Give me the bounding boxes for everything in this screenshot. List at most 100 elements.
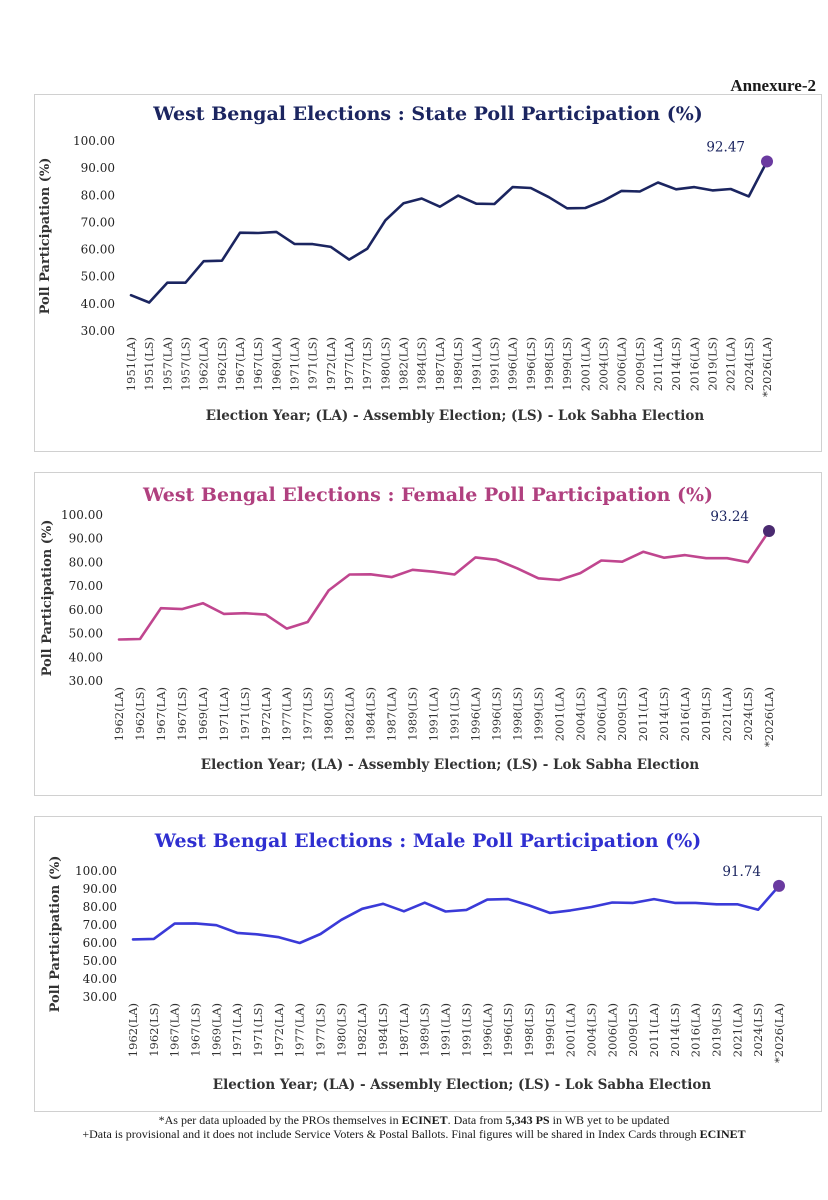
footnote-line-2: +Data is provisional and it does not inc… (82, 1127, 746, 1141)
x-tick-label: 1969(LA) (196, 687, 210, 741)
x-tick-label: 1996(LS) (501, 1003, 515, 1057)
data-point (757, 908, 760, 911)
data-point (130, 294, 133, 297)
x-tick-label: 1987(LA) (397, 1003, 411, 1057)
data-point (579, 572, 582, 575)
data-point (319, 933, 322, 936)
x-tick-label: 1998(LS) (542, 337, 556, 391)
data-point (202, 260, 205, 263)
data-point (642, 550, 645, 553)
data-point (173, 922, 176, 925)
x-tick-label: 1977(LS) (360, 337, 374, 391)
x-tick-label: 2016(LA) (689, 1003, 703, 1057)
data-point (275, 231, 278, 234)
data-point (493, 203, 496, 206)
x-tick-label: *2026(LA) (762, 687, 776, 747)
data-point (420, 197, 423, 200)
x-tick-label: 1969(LA) (209, 1003, 223, 1057)
latest-data-point (773, 879, 785, 892)
data-point (566, 207, 569, 210)
data-point (285, 627, 288, 630)
data-point (602, 199, 605, 202)
footnote: *As per data uploaded by the PROs themse… (0, 1113, 828, 1141)
x-tick-label: 1980(LS) (322, 687, 336, 741)
x-tick-label: 1972(LA) (259, 687, 273, 741)
series-line (117, 529, 771, 641)
data-point (584, 207, 587, 210)
x-tick-label: 1996(LS) (524, 337, 538, 391)
y-tick-label: 70.00 (69, 579, 103, 593)
data-label-latest: 93.24 (710, 509, 749, 525)
data-point (403, 910, 406, 913)
x-tick-label: 1996(LS) (489, 687, 503, 741)
data-point (348, 258, 351, 261)
y-tick-label: 70.00 (83, 918, 117, 932)
y-tick-label: 80.00 (81, 188, 115, 202)
data-point (747, 561, 750, 564)
data-point (384, 219, 387, 222)
x-tick-label: 1998(LS) (510, 687, 524, 741)
x-axis-label: Election Year; (LA) - Assembly Election;… (201, 757, 700, 773)
data-point (548, 196, 551, 199)
data-point (153, 938, 156, 941)
x-tick-label: 2006(LA) (615, 337, 629, 391)
data-point (457, 194, 460, 197)
x-tick-label: 2021(LA) (724, 337, 738, 391)
x-tick-label: 1971(LS) (251, 1003, 265, 1057)
x-tick-label: 1989(LS) (418, 1003, 432, 1057)
x-tick-label: 1972(LA) (272, 1003, 286, 1057)
x-tick-label: 1977(LA) (280, 687, 294, 741)
data-point (423, 901, 426, 904)
data-point (653, 898, 656, 901)
x-tick-label: 1982(LA) (397, 337, 411, 391)
x-tick-label: 1967(LS) (189, 1003, 203, 1057)
x-tick-label: 1987(LA) (385, 687, 399, 741)
x-tick-label: 1991(LA) (469, 337, 483, 391)
x-tick-label: 2001(LA) (552, 687, 566, 741)
data-point (684, 554, 687, 557)
x-tick-label: 1962(LA) (197, 337, 211, 391)
x-tick-label: 1998(LS) (522, 1003, 536, 1057)
data-point (715, 903, 718, 906)
data-point (361, 908, 364, 911)
x-tick-label: 1984(LS) (415, 337, 429, 391)
data-point (236, 932, 239, 935)
data-point (439, 205, 442, 208)
x-axis-label: Election Year; (LA) - Assembly Election;… (213, 1077, 712, 1093)
data-point (444, 910, 447, 913)
x-tick-label: 2016(LA) (678, 687, 692, 741)
chart-title: West Bengal Elections : Female Poll Part… (142, 484, 713, 506)
y-tick-label: 40.00 (83, 972, 117, 986)
data-point (548, 912, 551, 915)
x-tick-label: 2021(LA) (730, 1003, 744, 1057)
data-point (298, 942, 301, 945)
x-tick-label: 1989(LS) (451, 337, 465, 391)
data-point (558, 579, 561, 582)
y-axis-label: Poll Participation (%) (38, 158, 53, 315)
y-axis-label: Poll Participation (%) (40, 520, 55, 677)
x-tick-label: 1962(LA) (112, 687, 126, 741)
x-tick-label: 2016(LA) (687, 337, 701, 391)
data-point (215, 924, 218, 927)
data-point (590, 906, 593, 909)
female-poll-chart: West Bengal Elections : Female Poll Part… (40, 484, 776, 773)
male-poll-chart: West Bengal Elections : Male Poll Partic… (48, 830, 786, 1093)
x-tick-label: 2001(LA) (578, 337, 592, 391)
data-point (184, 281, 187, 284)
data-point (475, 202, 478, 205)
x-tick-label: 1977(LA) (342, 337, 356, 391)
x-tick-label: 1999(LS) (531, 687, 545, 741)
y-tick-label: 100.00 (75, 864, 117, 878)
data-point (453, 573, 456, 576)
x-tick-label: 2014(LS) (657, 687, 671, 741)
data-point (194, 922, 197, 925)
x-tick-label: *2026(LA) (772, 1003, 786, 1063)
annexure-label: Annexure-2 (730, 76, 816, 95)
x-tick-label: 2021(LA) (720, 687, 734, 741)
y-tick-label: 100.00 (61, 508, 103, 522)
latest-data-point (761, 155, 773, 168)
y-tick-label: 50.00 (83, 954, 117, 968)
x-tick-label: 2014(LS) (669, 337, 683, 391)
data-point (411, 568, 414, 571)
x-tick-label: 1967(LS) (175, 687, 189, 741)
